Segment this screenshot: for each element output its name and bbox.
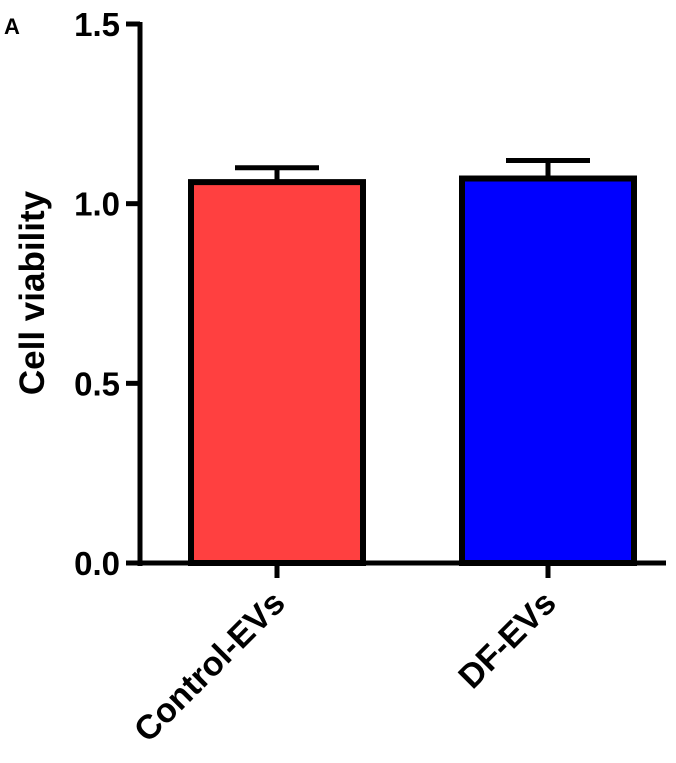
panel-label: A xyxy=(4,14,20,39)
bar-df-evs xyxy=(462,179,634,563)
x-category-label: Control-EVs xyxy=(127,584,293,750)
bar-control-evs xyxy=(191,182,363,563)
y-tick-label: 0.5 xyxy=(74,365,120,402)
y-tick-label: 0.0 xyxy=(74,545,120,582)
x-category-label: DF-EVs xyxy=(451,584,563,696)
y-tick-label: 1.5 xyxy=(74,6,120,43)
bars-layer xyxy=(191,161,634,563)
y-tick-label: 1.0 xyxy=(74,186,120,223)
y-axis-title: Cell viability xyxy=(13,190,52,395)
